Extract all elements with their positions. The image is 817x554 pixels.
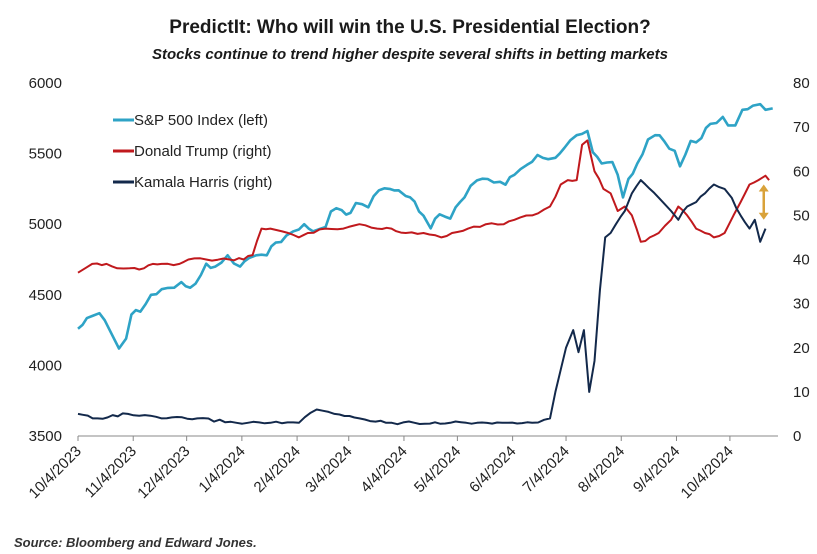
x-tick-label: 8/4/2024 xyxy=(575,443,628,496)
x-tick-label: 2/4/2024 xyxy=(251,443,304,496)
y-left-tick-label: 5000 xyxy=(29,216,62,233)
legend-label: Donald Trump (right) xyxy=(134,143,272,160)
legend: S&P 500 Index (left) Donald Trump (right)… xyxy=(113,112,272,191)
series-line-kamala-harris-right xyxy=(77,179,767,426)
annotation-arrow-head-up xyxy=(758,184,769,192)
y-right-tick-label: 60 xyxy=(793,163,810,180)
series-line-s-p-500-index-left xyxy=(77,102,773,350)
y-right-tick-label: 10 xyxy=(793,384,810,401)
x-tick-label: 7/4/2024 xyxy=(520,443,573,496)
y-right-tick-label: 50 xyxy=(793,207,810,224)
source-note: Source: Bloomberg and Edward Jones. xyxy=(14,535,257,550)
axes: 3500 4000 4500 5000 5500 6000 0 10 20 30 40 50 60 70 8… xyxy=(26,75,810,502)
x-tick-label: 12/4/2023 xyxy=(134,443,193,502)
series-layer xyxy=(77,102,773,426)
x-tick-label: 6/4/2024 xyxy=(466,443,519,496)
y-right-tick-label: 40 xyxy=(793,252,810,269)
y-right-tick-label: 70 xyxy=(793,119,810,136)
x-tick-label: 3/4/2024 xyxy=(302,443,355,496)
legend-label: S&P 500 Index (left) xyxy=(134,112,268,129)
x-tick-label: 11/4/2023 xyxy=(82,443,140,501)
y-left-tick-label: 3500 xyxy=(29,428,62,445)
y-right-tick-label: 20 xyxy=(793,340,810,357)
y-left-tick-label: 4500 xyxy=(29,287,62,304)
annotation-arrow-head-down xyxy=(758,212,769,220)
chart-subtitle: Stocks continue to trend higher despite … xyxy=(152,46,668,63)
series-line-donald-trump-right xyxy=(77,139,770,274)
y-right-tick-label: 30 xyxy=(793,296,810,313)
y-right-tick-label: 0 xyxy=(793,428,801,445)
y-left-tick-label: 4000 xyxy=(29,357,62,374)
x-tick-label: 5/4/2024 xyxy=(411,443,464,496)
y-right-tick-label: 80 xyxy=(793,75,810,92)
x-tick-label: 10/4/2024 xyxy=(678,443,737,502)
y-left-tick-label: 5500 xyxy=(29,146,62,163)
x-tick-label: 9/4/2024 xyxy=(630,443,683,496)
x-tick-label: 4/4/2024 xyxy=(357,443,410,496)
chart-title: PredictIt: Who will win the U.S. Preside… xyxy=(169,17,650,38)
x-tick-label: 1/4/2024 xyxy=(195,443,248,496)
annotation-layer xyxy=(758,184,769,220)
y-left-tick-label: 6000 xyxy=(29,75,62,92)
x-tick-label: 10/4/2023 xyxy=(26,443,85,502)
legend-label: Kamala Harris (right) xyxy=(134,174,272,191)
